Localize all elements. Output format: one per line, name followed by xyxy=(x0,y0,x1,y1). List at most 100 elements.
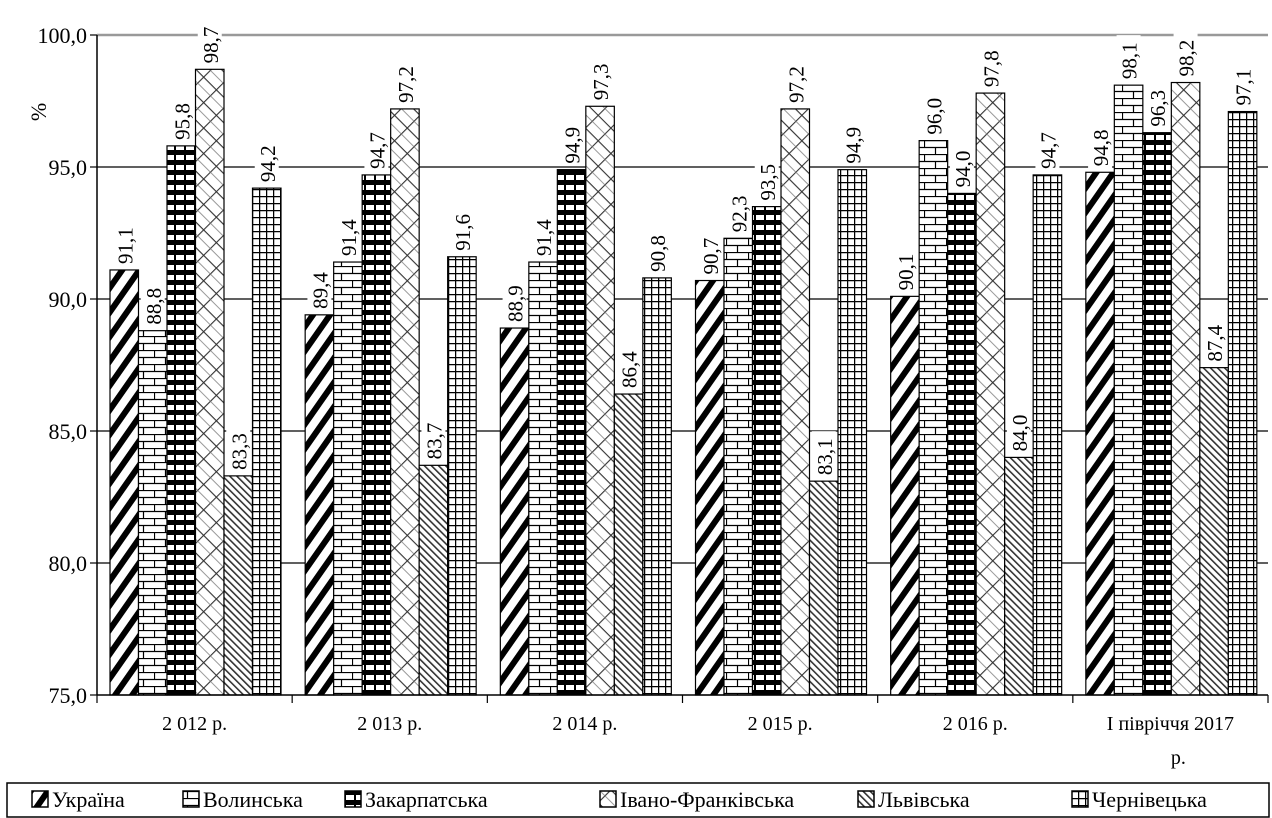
bar xyxy=(137,330,168,696)
data-label-group: 83,1 xyxy=(811,431,837,478)
data-label: 94,7 xyxy=(1036,132,1060,169)
bar xyxy=(1032,174,1063,696)
data-label: 89,4 xyxy=(308,272,332,309)
legend-box xyxy=(6,782,1270,818)
data-label: 87,4 xyxy=(1203,324,1227,361)
data-label-bg xyxy=(949,143,974,190)
data-label-bg xyxy=(1116,35,1141,82)
bar xyxy=(947,192,977,696)
data-label: 98,7 xyxy=(199,27,223,64)
bar xyxy=(251,187,282,696)
data-label: 91,4 xyxy=(532,219,556,256)
data-label-group: 97,3 xyxy=(588,56,613,103)
data-label-bg xyxy=(783,58,808,105)
data-label: 93,5 xyxy=(756,164,780,201)
legend-swatch xyxy=(31,790,49,808)
data-label-bg xyxy=(1202,317,1227,364)
bar xyxy=(390,108,420,696)
data-label: 97,3 xyxy=(589,64,613,101)
data-label-group: 89,4 xyxy=(307,264,332,311)
data-label-bg xyxy=(531,212,556,259)
bar xyxy=(975,92,1006,696)
data-label-bg xyxy=(588,56,613,103)
data-label: 88,9 xyxy=(504,285,528,322)
bar xyxy=(890,295,920,696)
bar xyxy=(837,169,868,696)
y-tick-label: 95,0 xyxy=(49,155,88,180)
bar xyxy=(1199,367,1229,696)
data-label-bg xyxy=(421,415,446,462)
bar xyxy=(1142,132,1172,696)
data-label-group: 90,8 xyxy=(645,227,670,274)
axes xyxy=(90,34,1269,703)
data-label: 94,8 xyxy=(1089,130,1113,167)
data-label-group: 97,1 xyxy=(1230,61,1256,108)
data-label: 86,4 xyxy=(618,351,642,388)
data-label-group: 84,0 xyxy=(1006,407,1032,454)
x-category-label: 2 014 р. xyxy=(552,713,617,735)
data-label: 94,0 xyxy=(951,151,975,188)
data-label-group: 91,4 xyxy=(335,212,361,259)
bar xyxy=(1085,171,1115,696)
data-label-bg xyxy=(112,219,137,266)
data-label: 97,1 xyxy=(1232,69,1256,106)
data-label-group: 98,7 xyxy=(197,19,223,66)
bar xyxy=(418,464,449,696)
data-label-bg xyxy=(1088,122,1113,169)
data-label-group: 92,3 xyxy=(726,188,751,235)
data-label: 91,6 xyxy=(451,214,475,251)
data-label-bg xyxy=(559,119,584,166)
data-label: 83,1 xyxy=(813,438,837,475)
data-label: 97,2 xyxy=(784,66,808,103)
x-category-label: 2 016 р. xyxy=(943,713,1008,735)
data-label-bg xyxy=(1173,32,1198,79)
bar xyxy=(1004,456,1034,696)
bar xyxy=(918,140,949,696)
legend-label: Івано-Франківська xyxy=(620,787,794,812)
legend-label: Львівська xyxy=(878,787,970,812)
data-label-group: 83,3 xyxy=(226,425,251,472)
bar xyxy=(613,393,644,696)
bar xyxy=(166,145,197,696)
bar xyxy=(1227,110,1258,696)
y-tick-label: 85,0 xyxy=(49,419,88,444)
data-label: 90,8 xyxy=(646,235,670,272)
data-label-group: 87,4 xyxy=(1202,317,1227,364)
data-label-bg xyxy=(226,425,251,472)
data-label-bg xyxy=(449,206,474,253)
data-label-bg xyxy=(840,119,865,166)
legend-swatch xyxy=(1071,790,1089,808)
y-axis-label: % xyxy=(26,103,51,121)
legend-swatch xyxy=(182,790,200,808)
data-label-bg xyxy=(364,124,389,171)
x-category-labels: 2 012 р. 2 013 р. 2 014 р. 2 015 р. 2 016 р.… xyxy=(162,713,1234,769)
legend-swatch xyxy=(857,790,875,808)
data-label: 94,9 xyxy=(841,127,865,164)
legend-label: Закарпатська xyxy=(365,787,488,812)
data-label-bg xyxy=(921,90,946,137)
legend-swatch xyxy=(344,790,362,808)
data-label-bg xyxy=(811,431,836,478)
data-label: 91,4 xyxy=(337,219,361,256)
bar xyxy=(304,314,335,696)
bar xyxy=(447,256,477,696)
data-label-group: 90,7 xyxy=(697,230,723,277)
x-category-label: р. xyxy=(1171,747,1186,769)
legend-label: Волинська xyxy=(203,787,303,812)
data-label-group: 83,7 xyxy=(421,415,446,462)
data-label: 96,0 xyxy=(922,98,946,135)
data-label: 83,3 xyxy=(227,433,251,470)
data-label: 97,8 xyxy=(979,50,1003,87)
data-label-group: 97,2 xyxy=(783,58,808,105)
data-label: 94,7 xyxy=(365,132,389,169)
data-label-bg xyxy=(307,264,332,311)
data-label-bg xyxy=(1006,407,1031,454)
data-label: 98,1 xyxy=(1118,42,1142,79)
legend-label: Україна xyxy=(52,787,125,812)
data-label-group: 88,9 xyxy=(502,278,528,325)
x-category-label: І півріччя 2017 xyxy=(1107,713,1234,735)
data-label: 94,2 xyxy=(256,145,280,182)
data-label-group: 91,6 xyxy=(449,206,475,253)
data-label-bg xyxy=(254,138,279,185)
